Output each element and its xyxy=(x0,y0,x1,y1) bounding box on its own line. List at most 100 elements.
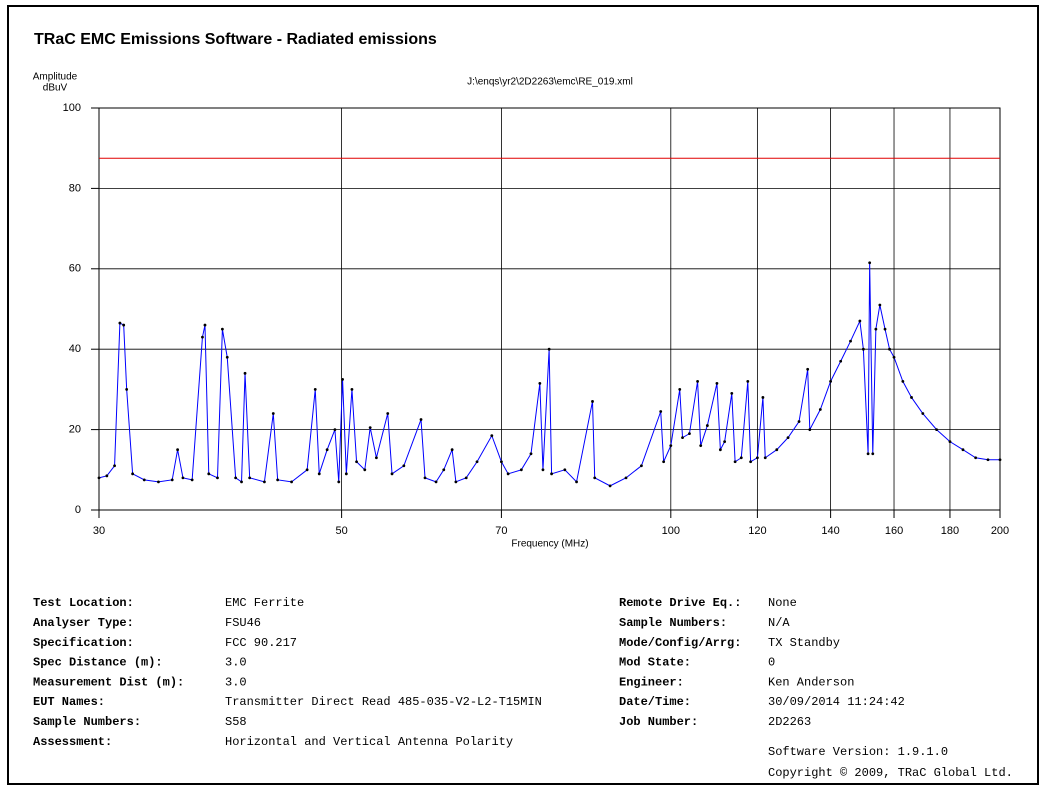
trace-point xyxy=(921,412,925,415)
trace-point xyxy=(755,456,759,460)
trace-point xyxy=(688,432,691,436)
trace-point xyxy=(829,379,833,383)
frame xyxy=(7,5,1039,785)
trace-point xyxy=(746,379,750,383)
chart-title: TRaC EMC Emissions Software - Radiated e… xyxy=(34,31,437,48)
trace-point xyxy=(866,452,870,456)
info-value: FCC 90.217 xyxy=(225,636,297,650)
y-tick-label: 20 xyxy=(69,424,81,436)
trace-point xyxy=(105,474,109,478)
info-value: TX Standby xyxy=(768,636,840,650)
trace-point xyxy=(341,377,344,381)
trace-point xyxy=(333,428,337,431)
trace-point xyxy=(276,478,280,482)
trace-point xyxy=(374,456,378,460)
trace-point xyxy=(240,480,243,484)
trace-point xyxy=(861,347,865,351)
info-value: FSU46 xyxy=(225,616,261,630)
trace-point xyxy=(464,476,468,480)
info-label: Test Location: xyxy=(33,596,134,610)
info-value: N/A xyxy=(768,616,790,630)
trace-point xyxy=(935,428,938,431)
y-tick-label: 80 xyxy=(69,182,81,194)
trace-point xyxy=(550,472,553,476)
trace-point xyxy=(181,476,185,480)
trace-point xyxy=(761,396,765,399)
info-label: Job Number: xyxy=(619,715,698,729)
trace-point xyxy=(678,388,682,391)
info-label: Analyser Type: xyxy=(33,616,134,630)
trace-point xyxy=(248,476,252,480)
trace-point xyxy=(113,464,116,468)
info-value: Transmitter Direct Read 485-035-V2-L2-T1… xyxy=(225,695,542,709)
info-value: S58 xyxy=(225,715,247,729)
trace-point xyxy=(243,371,247,375)
trace-point xyxy=(490,434,494,438)
trace-point xyxy=(325,448,329,452)
trace-point xyxy=(368,426,372,429)
y-tick-label: 0 xyxy=(75,504,81,516)
trace-point xyxy=(624,476,628,480)
trace-point xyxy=(271,412,275,415)
trace-point xyxy=(878,303,882,307)
y-tick-label: 60 xyxy=(69,263,81,275)
trace-point xyxy=(883,327,887,331)
trace-point xyxy=(763,456,767,460)
info-value: EMC Ferrite xyxy=(225,596,304,610)
trace-point xyxy=(344,472,348,476)
trace-point xyxy=(305,468,309,472)
trace-point xyxy=(901,379,905,383)
info-label: Mod State: xyxy=(619,656,691,670)
trace-point xyxy=(818,408,822,411)
trace-point xyxy=(839,359,843,363)
info-label: Spec Distance (m): xyxy=(33,656,163,670)
trace-point xyxy=(797,420,801,423)
trace-point xyxy=(874,327,878,331)
y-axis-label: Amplitude xyxy=(33,72,78,83)
trace-point xyxy=(892,355,896,359)
y-axis-label: dBuV xyxy=(43,83,68,94)
trace-point xyxy=(170,478,174,482)
trace-point xyxy=(541,468,545,472)
trace-point xyxy=(225,355,229,359)
info-value: Ken Anderson xyxy=(768,675,854,689)
trace-point xyxy=(216,476,219,480)
trace-point xyxy=(858,319,862,323)
trace-point xyxy=(97,476,101,480)
trace-point xyxy=(423,476,427,480)
file-path: J:\enqs\yr2\2D2263\emc\RE_019.xml xyxy=(467,77,633,88)
trace-point xyxy=(749,460,753,464)
trace-point xyxy=(961,448,965,452)
trace-point xyxy=(131,472,135,476)
x-tick-label: 100 xyxy=(662,525,680,537)
trace-point xyxy=(640,464,643,468)
trace-point xyxy=(538,381,542,385)
info-label: Remote Drive Eq.: xyxy=(619,596,741,610)
info-value: 3.0 xyxy=(225,675,247,689)
software-version: Software Version: 1.9.1.0 xyxy=(768,745,948,759)
x-tick-label: 30 xyxy=(93,525,105,537)
trace-point xyxy=(786,436,790,440)
trace-point xyxy=(450,448,454,452)
trace-point xyxy=(176,448,180,452)
trace-point xyxy=(157,480,160,484)
info-value: 30/09/2014 11:24:42 xyxy=(768,695,905,709)
trace-point xyxy=(948,440,952,444)
trace-point xyxy=(142,478,146,482)
trace-point xyxy=(986,458,990,462)
x-axis-label: Frequency (MHz) xyxy=(511,539,588,550)
trace-point xyxy=(317,472,321,476)
info-label: Mode/Config/Arrg: xyxy=(619,636,741,650)
trace-point xyxy=(974,456,978,460)
trace-point xyxy=(608,484,612,488)
trace-point xyxy=(849,339,852,343)
info-label: Sample Numbers: xyxy=(33,715,141,729)
trace-point xyxy=(402,464,406,468)
trace-point xyxy=(313,388,317,391)
trace-point xyxy=(575,480,578,484)
trace-point xyxy=(337,480,341,484)
trace-point xyxy=(888,347,891,351)
info-label: Engineer: xyxy=(619,675,684,689)
